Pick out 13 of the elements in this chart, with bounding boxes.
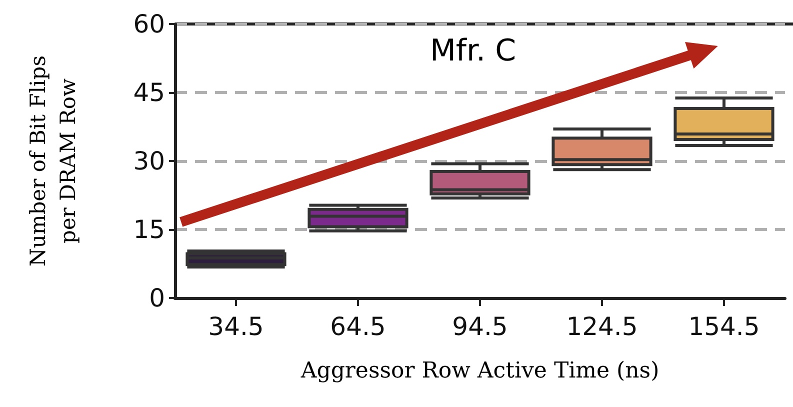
x-tick-label: 64.5 xyxy=(330,312,386,341)
annotation: Mfr. C xyxy=(430,34,516,68)
y-tick-label: 15 xyxy=(133,215,165,244)
y-tick-label: 45 xyxy=(133,78,165,107)
y-tick-label: 30 xyxy=(133,146,165,176)
y-axis-title: Number of Bit Flips per DRAM Row xyxy=(26,56,80,266)
x-axis-title: Aggressor Row Active Time (ns) xyxy=(300,358,660,384)
x-tick-label: 154.5 xyxy=(688,312,760,341)
x-tick-label: 94.5 xyxy=(452,312,508,341)
y-tick-label: 60 xyxy=(133,10,165,38)
y-tick-label: 0 xyxy=(149,284,165,312)
x-tick-label: 34.5 xyxy=(208,312,264,341)
x-tick-label: 124.5 xyxy=(566,312,638,341)
